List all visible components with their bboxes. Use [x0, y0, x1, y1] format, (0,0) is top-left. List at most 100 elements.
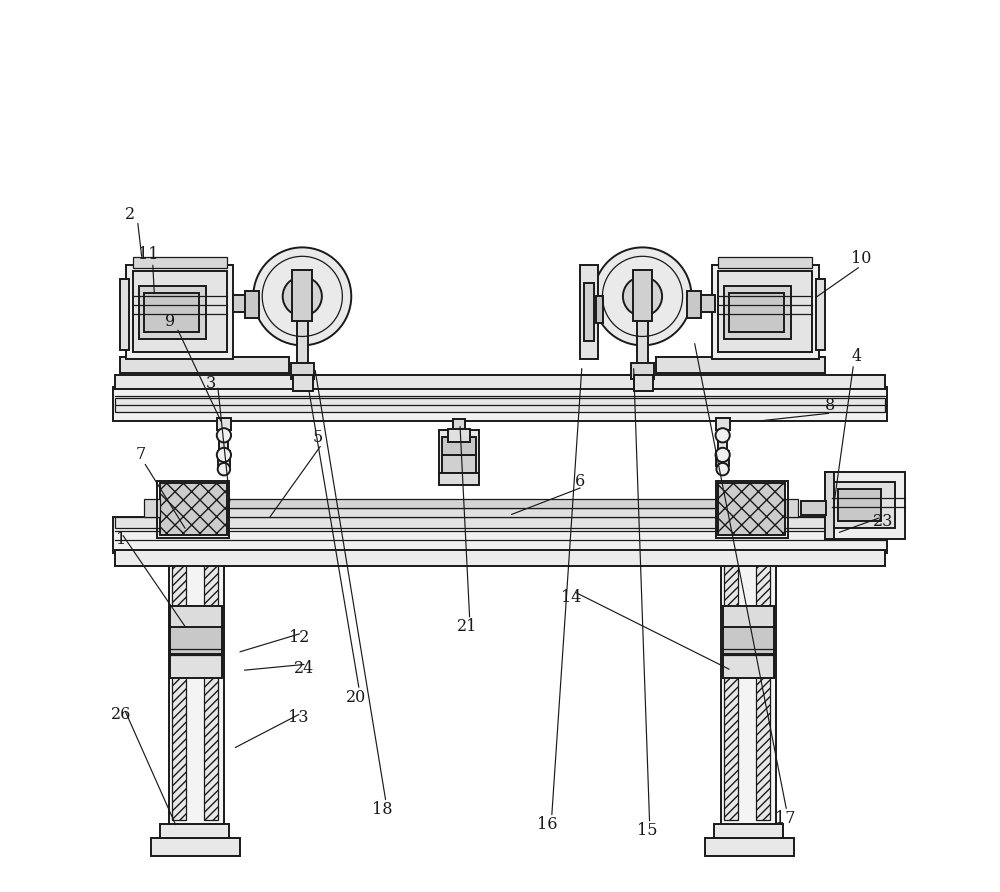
Bar [172, 560, 186, 820]
Bar [580, 265, 598, 359]
Text: 24: 24 [294, 660, 314, 677]
Bar [656, 357, 825, 373]
Text: 23: 23 [873, 513, 893, 530]
Bar [687, 291, 701, 318]
Bar [714, 823, 783, 838]
Bar [785, 500, 798, 517]
Bar [297, 319, 308, 366]
Bar [228, 508, 716, 517]
Bar [170, 627, 222, 656]
Bar [228, 500, 716, 508]
Bar [596, 296, 603, 323]
Bar [442, 455, 476, 473]
Bar [139, 285, 206, 339]
Bar [634, 375, 653, 391]
Bar [448, 429, 470, 442]
Bar [160, 483, 227, 535]
Bar [721, 557, 776, 823]
Bar [716, 417, 730, 430]
Bar [233, 294, 249, 312]
Bar [718, 483, 785, 535]
Bar [160, 823, 229, 838]
Text: 9: 9 [165, 313, 176, 330]
Bar [126, 265, 233, 359]
Bar [712, 265, 819, 359]
Bar [115, 517, 885, 528]
Circle shape [253, 247, 351, 345]
Bar [724, 560, 738, 820]
Bar [838, 489, 881, 521]
Bar [245, 291, 259, 318]
Bar [633, 269, 652, 321]
Text: 20: 20 [346, 689, 366, 706]
Bar [584, 283, 594, 341]
Bar [115, 398, 885, 412]
Bar [151, 838, 240, 855]
Bar [718, 271, 812, 351]
Circle shape [283, 277, 322, 316]
Bar [442, 437, 476, 455]
Bar [801, 501, 826, 516]
Circle shape [716, 448, 730, 462]
Bar [217, 417, 231, 430]
Bar [729, 293, 784, 332]
Bar [718, 257, 812, 268]
Bar [293, 375, 313, 391]
Bar [716, 481, 788, 538]
Circle shape [594, 247, 691, 345]
Text: 15: 15 [637, 822, 657, 839]
Bar [723, 654, 774, 678]
Bar [723, 607, 774, 629]
Circle shape [716, 428, 730, 442]
Bar [439, 430, 479, 476]
Bar [218, 451, 230, 466]
Bar [292, 269, 312, 321]
Text: 11: 11 [138, 246, 158, 263]
Circle shape [218, 463, 230, 475]
Bar [157, 481, 229, 538]
Bar [718, 434, 727, 451]
Text: 16: 16 [537, 816, 557, 833]
Bar [113, 517, 887, 553]
Text: 14: 14 [561, 589, 581, 606]
Bar [724, 285, 791, 339]
Text: 18: 18 [372, 801, 393, 818]
Bar [204, 560, 218, 820]
Bar [291, 363, 314, 379]
Text: 17: 17 [775, 810, 795, 827]
Bar [716, 451, 729, 466]
Text: 21: 21 [457, 618, 477, 635]
Circle shape [217, 448, 231, 462]
Bar [699, 294, 715, 312]
Bar [170, 654, 222, 678]
Bar [756, 560, 770, 820]
Bar [144, 500, 160, 517]
Bar [133, 257, 227, 268]
Text: 3: 3 [205, 376, 216, 392]
Bar [439, 473, 479, 485]
Text: 4: 4 [851, 349, 861, 366]
Bar [453, 419, 465, 432]
Text: 5: 5 [312, 428, 323, 446]
Bar [832, 482, 895, 528]
Bar [115, 375, 885, 389]
Bar [113, 387, 887, 421]
Bar [120, 357, 289, 373]
Bar [219, 434, 228, 451]
Text: 1: 1 [116, 531, 127, 548]
Bar [170, 607, 222, 629]
Bar [169, 557, 224, 823]
Bar [120, 278, 129, 350]
Text: 26: 26 [111, 706, 132, 723]
Bar [825, 472, 834, 539]
Bar [133, 271, 227, 351]
Bar [825, 472, 905, 539]
Bar [637, 319, 648, 366]
Text: 2: 2 [125, 206, 135, 223]
Text: 10: 10 [851, 251, 871, 268]
Circle shape [623, 277, 662, 316]
Bar [705, 838, 794, 855]
Bar [144, 293, 199, 332]
Circle shape [217, 428, 231, 442]
Text: 6: 6 [575, 473, 585, 490]
